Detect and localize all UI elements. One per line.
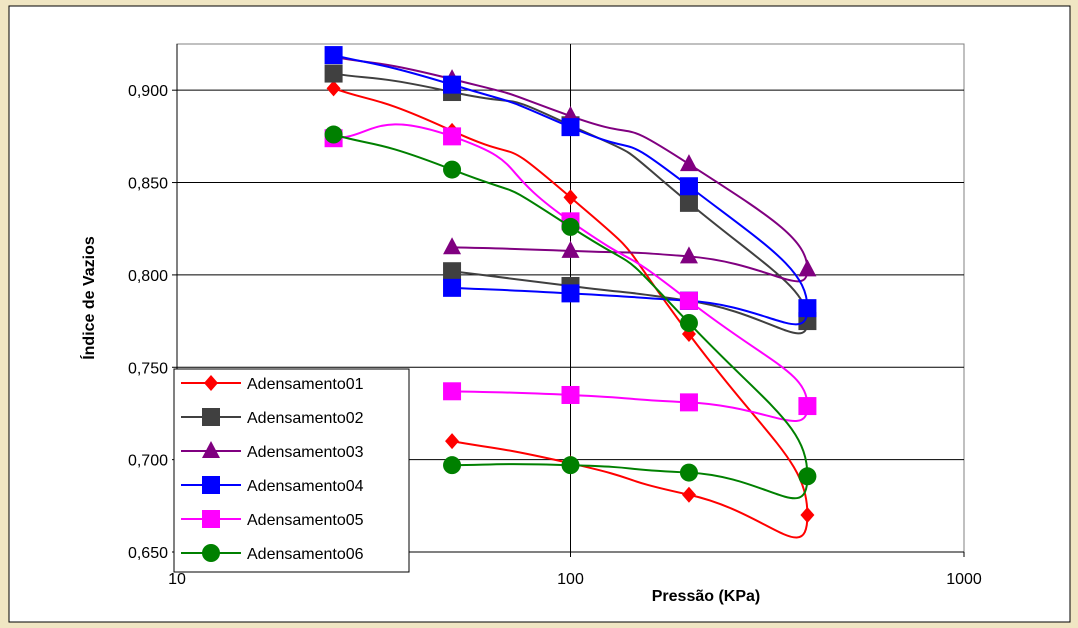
legend-marker <box>202 544 220 562</box>
data-point <box>324 64 343 83</box>
legend-label: Adensamento04 <box>247 478 364 495</box>
data-point <box>561 385 580 404</box>
data-point <box>679 193 698 212</box>
series-layer <box>324 46 817 539</box>
data-point <box>324 46 343 65</box>
y-tick-label: 0,750 <box>128 360 168 377</box>
y-tick-label: 0,650 <box>128 545 168 562</box>
data-point <box>443 75 462 94</box>
series-line <box>333 133 809 500</box>
legend-marker <box>202 510 220 528</box>
data-point <box>326 80 341 97</box>
legend-marker <box>202 476 220 494</box>
data-point <box>561 456 580 475</box>
data-point <box>443 262 462 281</box>
series-line <box>333 123 809 422</box>
data-point <box>679 291 698 310</box>
x-tick-label: 10 <box>168 571 186 588</box>
data-point <box>561 118 580 137</box>
legend-item: Adensamento04 <box>181 476 364 495</box>
data-point <box>445 433 460 450</box>
data-point <box>443 127 462 146</box>
data-point <box>443 160 462 179</box>
series-adensamento06 <box>324 125 817 500</box>
data-point <box>679 463 698 482</box>
y-tick-label: 0,700 <box>128 453 168 470</box>
x-axis-title: Pressão (KPa) <box>652 588 761 605</box>
data-point <box>561 240 580 258</box>
y-axis-title: Índice de Vazios <box>79 236 98 360</box>
data-point <box>561 284 580 303</box>
data-point <box>324 125 343 144</box>
legend-box <box>173 368 410 573</box>
legend-label: Adensamento03 <box>247 444 364 461</box>
data-point <box>561 217 580 236</box>
series-adensamento05 <box>324 123 817 422</box>
x-tick-label: 1000 <box>946 571 982 588</box>
data-point <box>798 397 817 416</box>
data-point <box>679 154 698 172</box>
legend-marker <box>202 441 220 458</box>
data-point <box>443 382 462 401</box>
data-point <box>681 486 696 503</box>
data-point <box>679 177 698 196</box>
data-point <box>800 507 815 524</box>
tick-labels: 0,650 0,700 0,750 0,800 0,850 0,900 10 100 1000 <box>128 83 982 588</box>
data-point <box>798 299 817 318</box>
y-tick-label: 0,900 <box>128 83 168 100</box>
legend-label: Adensamento05 <box>247 512 364 529</box>
data-point <box>798 467 817 486</box>
data-point <box>798 259 817 277</box>
legend-item: Adensamento06 <box>181 544 364 563</box>
x-tick-label: 100 <box>557 571 584 588</box>
data-point <box>679 313 698 332</box>
data-point <box>443 456 462 475</box>
y-tick-label: 0,850 <box>128 176 168 193</box>
data-point <box>563 189 578 206</box>
series-line <box>333 55 809 283</box>
series-line <box>333 72 809 335</box>
data-point <box>443 237 462 255</box>
legend: Adensamento01 Adensamento02 Adensamento03 A… <box>173 368 410 573</box>
legend-item: Adensamento01 <box>181 375 364 393</box>
legend-item: Adensamento03 <box>181 441 364 461</box>
y-tick-label: 0,800 <box>128 268 168 285</box>
series-line <box>333 87 809 539</box>
legend-marker <box>202 408 220 426</box>
data-point <box>679 246 698 264</box>
legend-label: Adensamento02 <box>247 410 364 427</box>
data-point <box>443 278 462 297</box>
legend-item: Adensamento02 <box>181 408 364 427</box>
series-line <box>333 54 809 326</box>
legend-label: Adensamento01 <box>247 376 364 393</box>
legend-label: Adensamento06 <box>247 546 364 563</box>
legend-marker <box>204 375 218 391</box>
data-point <box>679 393 698 412</box>
legend-item: Adensamento05 <box>181 510 364 529</box>
